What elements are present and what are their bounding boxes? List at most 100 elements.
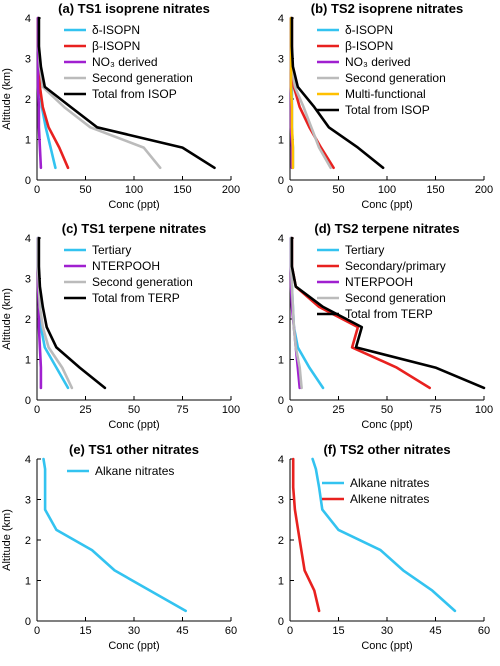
chart-title: (f) TS2 other nitrates [323,442,450,457]
series-line [37,236,107,390]
legend-label: Second generation [345,291,446,305]
legend-label: Total from TERP [92,291,180,305]
legend-label: Total from TERP [345,307,433,321]
x-axis-label: Conc (ppt) [108,419,159,431]
legend-label: Alkene nitrates [350,492,429,506]
legend-label: NO₃ derived [92,55,158,69]
x-tick-label: 100 [125,184,143,196]
y-tick-label: 4 [278,233,284,245]
y-tick-label: 1 [25,576,31,588]
x-tick-label: 50 [381,404,393,416]
x-axis-label: Conc (ppt) [108,199,159,211]
x-axis-label: Conc (ppt) [361,199,412,211]
x-tick-label: 30 [128,625,140,637]
chart-title: (c) TS1 terpene nitrates [62,221,207,236]
series-line [290,236,486,390]
legend-label: δ-ISOPN [345,23,393,37]
x-axis-label: Conc (ppt) [361,419,412,431]
x-tick-label: 25 [332,404,344,416]
y-axis-label: Altitude (km) [1,509,13,571]
x-tick-label: 100 [222,404,240,416]
y-tick-label: 3 [25,274,31,286]
x-tick-label: 150 [426,184,444,196]
y-tick-label: 4 [25,233,31,245]
legend-label: Second generation [92,71,193,85]
y-tick-label: 3 [25,495,31,507]
y-tick-label: 2 [25,535,31,547]
y-tick-label: 1 [25,355,31,367]
y-tick-label: 1 [278,135,284,147]
legend-label: Secondary/primary [345,259,446,273]
x-axis-label: Conc (ppt) [108,640,159,652]
y-tick-label: 2 [278,94,284,106]
series-line [37,16,216,170]
legend-label: NTERPOOH [92,259,160,273]
y-tick-label: 2 [25,314,31,326]
x-tick-label: 60 [225,625,237,637]
y-tick-label: 4 [25,13,31,25]
x-tick-label: 150 [173,184,191,196]
x-tick-label: 100 [378,184,396,196]
x-tick-label: 0 [287,184,293,196]
x-tick-label: 30 [381,625,393,637]
legend-label: δ-ISOPN [92,23,140,37]
x-tick-label: 45 [176,625,188,637]
y-tick-label: 0 [25,175,31,187]
legend-label: Alkane nitrates [95,464,174,478]
y-tick-label: 0 [25,395,31,407]
x-tick-label: 75 [176,404,188,416]
legend-label: NTERPOOH [345,275,413,289]
x-tick-label: 45 [429,625,441,637]
y-tick-label: 1 [25,135,31,147]
y-tick-label: 0 [278,616,284,628]
legend-label: β-ISOPN [92,39,140,53]
legend-label: Tertiary [92,243,131,257]
legend-label: β-ISOPN [345,39,393,53]
y-tick-label: 2 [278,314,284,326]
series-line [311,457,457,613]
chart-title: (a) TS1 isoprene nitrates [58,1,210,16]
y-tick-label: 4 [278,13,284,25]
x-tick-label: 15 [332,625,344,637]
legend-label: Tertiary [345,243,384,257]
x-tick-label: 0 [287,404,293,416]
legend-label: NO₃ derived [345,55,411,69]
x-tick-label: 200 [222,184,240,196]
y-tick-label: 4 [25,454,31,466]
x-tick-label: 50 [332,184,344,196]
x-tick-label: 75 [429,404,441,416]
y-tick-label: 3 [278,54,284,66]
x-tick-label: 0 [34,404,40,416]
x-tick-label: 100 [475,404,493,416]
x-tick-label: 200 [475,184,493,196]
x-tick-label: 0 [34,184,40,196]
legend-label: Multi-functional [345,87,426,101]
x-tick-label: 50 [128,404,140,416]
y-tick-label: 0 [25,616,31,628]
y-axis-label: Altitude (km) [1,68,13,130]
legend-label: Second generation [345,71,446,85]
y-tick-label: 4 [278,454,284,466]
series-line [290,16,385,170]
y-tick-label: 2 [25,94,31,106]
x-tick-label: 0 [34,625,40,637]
legend-label: Total from ISOP [345,103,430,117]
legend-label: Alkane nitrates [350,476,429,490]
chart-title: (d) TS2 terpene nitrates [314,221,459,236]
y-tick-label: 2 [278,535,284,547]
y-tick-label: 3 [278,274,284,286]
x-tick-label: 15 [79,625,91,637]
x-axis-label: Conc (ppt) [361,640,412,652]
y-tick-label: 1 [278,576,284,588]
y-axis-label: Altitude (km) [1,288,13,350]
y-tick-label: 1 [278,355,284,367]
x-tick-label: 25 [79,404,91,416]
x-tick-label: 50 [79,184,91,196]
chart-title: (e) TS1 other nitrates [69,442,199,457]
x-tick-label: 0 [287,625,293,637]
series-line [289,236,303,390]
y-tick-label: 3 [278,495,284,507]
series-line [291,457,321,613]
series-line [42,457,187,613]
